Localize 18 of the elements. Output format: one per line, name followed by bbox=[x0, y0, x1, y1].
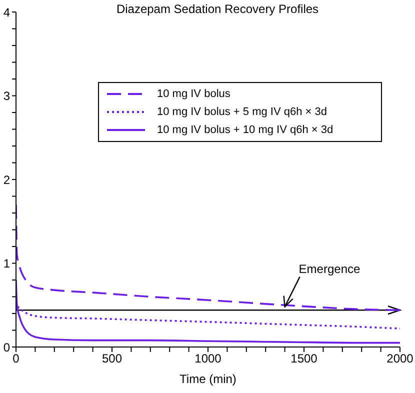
line-series bbox=[16, 204, 400, 312]
x-axis-title: Time (min) bbox=[180, 372, 236, 386]
y-tick-label: 1 bbox=[3, 256, 10, 271]
legend-label: 10 mg IV bolus + 5 mg IV q6h × 3d bbox=[157, 106, 327, 118]
legend-label: 10 mg IV bolus + 10 mg IV q6h × 3d bbox=[157, 124, 334, 136]
x-tick-label: 0 bbox=[12, 352, 20, 366]
line-series bbox=[16, 279, 400, 344]
y-tick-label: 0 bbox=[3, 340, 10, 354]
annotation: Emergence bbox=[298, 262, 360, 276]
x-tick-label: 1000 bbox=[194, 352, 222, 366]
chart-title: Diazepam Sedation Recovery Profiles bbox=[116, 2, 319, 16]
y-tick-label: 2 bbox=[3, 172, 10, 187]
y-tick-label: 3 bbox=[3, 89, 10, 104]
x-tick-label: 500 bbox=[102, 352, 122, 366]
legend-label: 10 mg IV bolus bbox=[157, 88, 230, 100]
y-tick-label: 4 bbox=[3, 5, 10, 20]
x-tick-label: 2000 bbox=[386, 352, 414, 366]
x-tick-label: 1500 bbox=[290, 352, 318, 366]
